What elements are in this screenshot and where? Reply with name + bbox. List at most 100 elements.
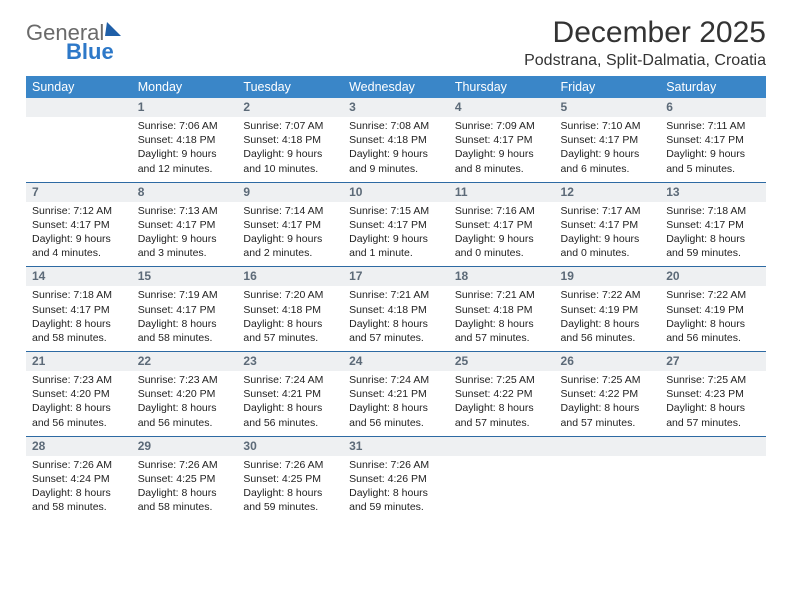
sunset-line: Sunset: 4:19 PM bbox=[561, 303, 655, 317]
day-number: 9 bbox=[237, 183, 343, 202]
sunrise-line: Sunrise: 7:26 AM bbox=[138, 458, 232, 472]
calendar-day-cell: 14Sunrise: 7:18 AMSunset: 4:17 PMDayligh… bbox=[26, 266, 132, 351]
sunrise-line: Sunrise: 7:22 AM bbox=[561, 288, 655, 302]
day-details: Sunrise: 7:13 AMSunset: 4:17 PMDaylight:… bbox=[132, 202, 238, 267]
daylight-line: Daylight: 8 hours and 56 minutes. bbox=[243, 401, 337, 429]
brand-logo: General Blue bbox=[26, 22, 122, 63]
calendar-day-cell: 23Sunrise: 7:24 AMSunset: 4:21 PMDayligh… bbox=[237, 351, 343, 436]
day-number: 24 bbox=[343, 352, 449, 371]
sunset-line: Sunset: 4:19 PM bbox=[666, 303, 760, 317]
day-number: 3 bbox=[343, 98, 449, 117]
sunrise-line: Sunrise: 7:06 AM bbox=[138, 119, 232, 133]
day-details: Sunrise: 7:23 AMSunset: 4:20 PMDaylight:… bbox=[132, 371, 238, 436]
day-number: 7 bbox=[26, 183, 132, 202]
calendar-day-cell: 2Sunrise: 7:07 AMSunset: 4:18 PMDaylight… bbox=[237, 98, 343, 182]
day-number bbox=[555, 437, 661, 456]
sunrise-line: Sunrise: 7:08 AM bbox=[349, 119, 443, 133]
day-number: 15 bbox=[132, 267, 238, 286]
day-details: Sunrise: 7:23 AMSunset: 4:20 PMDaylight:… bbox=[26, 371, 132, 436]
day-number: 8 bbox=[132, 183, 238, 202]
sunset-line: Sunset: 4:17 PM bbox=[349, 218, 443, 232]
sunset-line: Sunset: 4:25 PM bbox=[243, 472, 337, 486]
daylight-line: Daylight: 9 hours and 12 minutes. bbox=[138, 147, 232, 175]
day-number: 10 bbox=[343, 183, 449, 202]
sunrise-line: Sunrise: 7:25 AM bbox=[561, 373, 655, 387]
daylight-line: Daylight: 8 hours and 56 minutes. bbox=[138, 401, 232, 429]
calendar-day-cell: 15Sunrise: 7:19 AMSunset: 4:17 PMDayligh… bbox=[132, 266, 238, 351]
sunset-line: Sunset: 4:17 PM bbox=[32, 303, 126, 317]
sunrise-line: Sunrise: 7:10 AM bbox=[561, 119, 655, 133]
day-details: Sunrise: 7:21 AMSunset: 4:18 PMDaylight:… bbox=[343, 286, 449, 351]
daylight-line: Daylight: 9 hours and 0 minutes. bbox=[455, 232, 549, 260]
sunrise-line: Sunrise: 7:19 AM bbox=[138, 288, 232, 302]
day-details: Sunrise: 7:21 AMSunset: 4:18 PMDaylight:… bbox=[449, 286, 555, 351]
calendar-day-cell: 31Sunrise: 7:26 AMSunset: 4:26 PMDayligh… bbox=[343, 436, 449, 521]
day-number: 14 bbox=[26, 267, 132, 286]
sunset-line: Sunset: 4:18 PM bbox=[243, 133, 337, 147]
day-details: Sunrise: 7:24 AMSunset: 4:21 PMDaylight:… bbox=[343, 371, 449, 436]
sunset-line: Sunset: 4:21 PM bbox=[243, 387, 337, 401]
sunset-line: Sunset: 4:17 PM bbox=[138, 218, 232, 232]
sunset-line: Sunset: 4:20 PM bbox=[138, 387, 232, 401]
sunrise-line: Sunrise: 7:24 AM bbox=[243, 373, 337, 387]
sunset-line: Sunset: 4:17 PM bbox=[666, 133, 760, 147]
day-number: 21 bbox=[26, 352, 132, 371]
calendar-week-row: 21Sunrise: 7:23 AMSunset: 4:20 PMDayligh… bbox=[26, 351, 766, 436]
daylight-line: Daylight: 8 hours and 58 minutes. bbox=[32, 486, 126, 514]
daylight-line: Daylight: 8 hours and 59 minutes. bbox=[243, 486, 337, 514]
day-details: Sunrise: 7:14 AMSunset: 4:17 PMDaylight:… bbox=[237, 202, 343, 267]
daylight-line: Daylight: 8 hours and 57 minutes. bbox=[349, 317, 443, 345]
daylight-line: Daylight: 9 hours and 6 minutes. bbox=[561, 147, 655, 175]
day-details: Sunrise: 7:26 AMSunset: 4:26 PMDaylight:… bbox=[343, 456, 449, 521]
daylight-line: Daylight: 9 hours and 8 minutes. bbox=[455, 147, 549, 175]
day-details: Sunrise: 7:11 AMSunset: 4:17 PMDaylight:… bbox=[660, 117, 766, 182]
day-number: 27 bbox=[660, 352, 766, 371]
calendar-day-cell: 8Sunrise: 7:13 AMSunset: 4:17 PMDaylight… bbox=[132, 182, 238, 267]
day-number: 5 bbox=[555, 98, 661, 117]
sunrise-line: Sunrise: 7:26 AM bbox=[243, 458, 337, 472]
calendar-day-cell: 29Sunrise: 7:26 AMSunset: 4:25 PMDayligh… bbox=[132, 436, 238, 521]
day-details: Sunrise: 7:22 AMSunset: 4:19 PMDaylight:… bbox=[660, 286, 766, 351]
day-number: 19 bbox=[555, 267, 661, 286]
day-details bbox=[26, 117, 132, 182]
title-block: December 2025 Podstrana, Split-Dalmatia,… bbox=[524, 16, 766, 70]
calendar-day-cell: 25Sunrise: 7:25 AMSunset: 4:22 PMDayligh… bbox=[449, 351, 555, 436]
daylight-line: Daylight: 9 hours and 3 minutes. bbox=[138, 232, 232, 260]
sunrise-line: Sunrise: 7:24 AM bbox=[349, 373, 443, 387]
day-number: 25 bbox=[449, 352, 555, 371]
day-details: Sunrise: 7:10 AMSunset: 4:17 PMDaylight:… bbox=[555, 117, 661, 182]
day-details: Sunrise: 7:25 AMSunset: 4:22 PMDaylight:… bbox=[555, 371, 661, 436]
day-number: 4 bbox=[449, 98, 555, 117]
sunrise-line: Sunrise: 7:11 AM bbox=[666, 119, 760, 133]
day-details: Sunrise: 7:26 AMSunset: 4:25 PMDaylight:… bbox=[237, 456, 343, 521]
calendar-day-cell: 18Sunrise: 7:21 AMSunset: 4:18 PMDayligh… bbox=[449, 266, 555, 351]
sunset-line: Sunset: 4:17 PM bbox=[138, 303, 232, 317]
day-details bbox=[660, 456, 766, 521]
daylight-line: Daylight: 9 hours and 2 minutes. bbox=[243, 232, 337, 260]
sunset-line: Sunset: 4:17 PM bbox=[666, 218, 760, 232]
day-number bbox=[26, 98, 132, 117]
calendar-day-cell: 6Sunrise: 7:11 AMSunset: 4:17 PMDaylight… bbox=[660, 98, 766, 182]
day-number: 12 bbox=[555, 183, 661, 202]
calendar-day-cell: 5Sunrise: 7:10 AMSunset: 4:17 PMDaylight… bbox=[555, 98, 661, 182]
sunrise-line: Sunrise: 7:23 AM bbox=[138, 373, 232, 387]
brand-part2: Blue bbox=[66, 41, 122, 63]
calendar-day-cell: 16Sunrise: 7:20 AMSunset: 4:18 PMDayligh… bbox=[237, 266, 343, 351]
calendar-day-cell: 12Sunrise: 7:17 AMSunset: 4:17 PMDayligh… bbox=[555, 182, 661, 267]
day-details: Sunrise: 7:19 AMSunset: 4:17 PMDaylight:… bbox=[132, 286, 238, 351]
day-number: 6 bbox=[660, 98, 766, 117]
sunset-line: Sunset: 4:20 PM bbox=[32, 387, 126, 401]
daylight-line: Daylight: 8 hours and 56 minutes. bbox=[349, 401, 443, 429]
day-number bbox=[449, 437, 555, 456]
sunset-line: Sunset: 4:17 PM bbox=[32, 218, 126, 232]
daylight-line: Daylight: 8 hours and 58 minutes. bbox=[138, 486, 232, 514]
calendar-day-cell bbox=[555, 436, 661, 521]
calendar-day-cell: 1Sunrise: 7:06 AMSunset: 4:18 PMDaylight… bbox=[132, 98, 238, 182]
daylight-line: Daylight: 8 hours and 56 minutes. bbox=[32, 401, 126, 429]
weekday-header: Wednesday bbox=[343, 76, 449, 98]
daylight-line: Daylight: 8 hours and 59 minutes. bbox=[666, 232, 760, 260]
sunset-line: Sunset: 4:17 PM bbox=[455, 218, 549, 232]
day-number: 2 bbox=[237, 98, 343, 117]
daylight-line: Daylight: 8 hours and 57 minutes. bbox=[243, 317, 337, 345]
sunrise-line: Sunrise: 7:16 AM bbox=[455, 204, 549, 218]
